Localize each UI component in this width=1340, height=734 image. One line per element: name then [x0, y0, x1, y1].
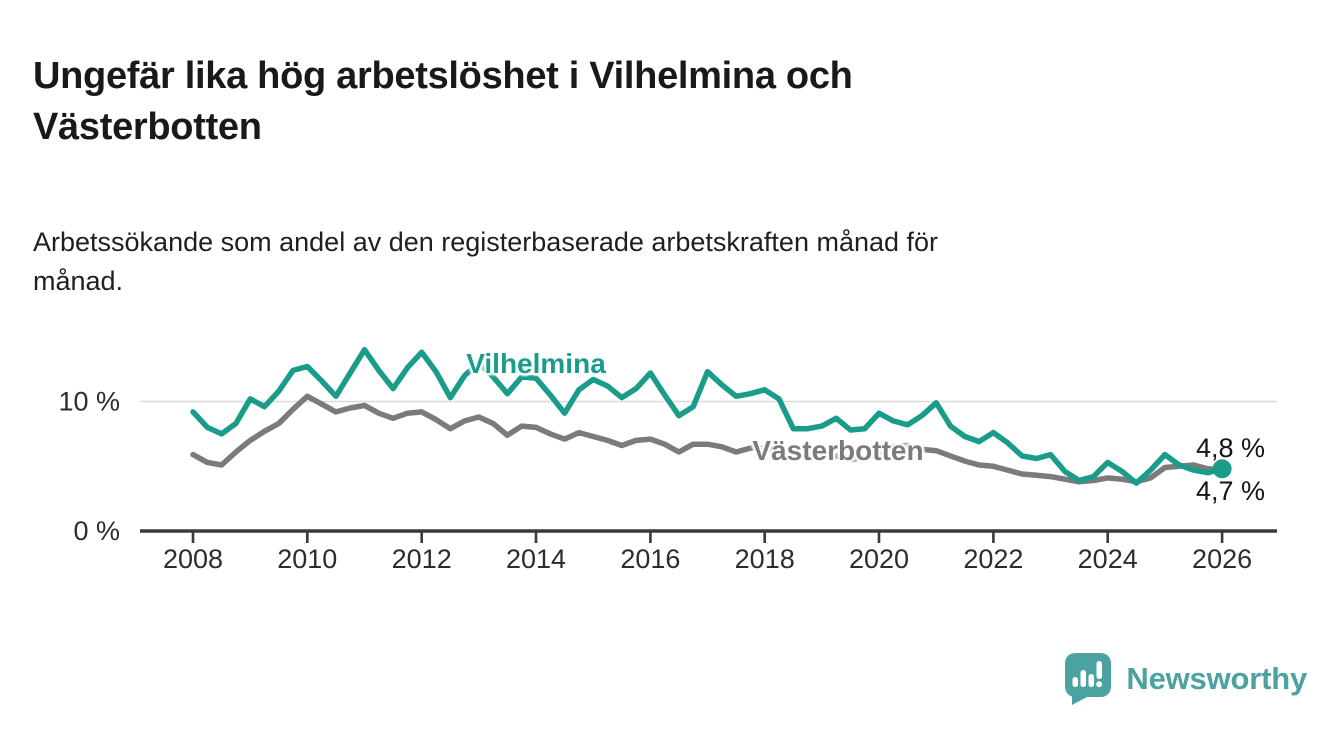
x-axis-tick-label: 2026	[1192, 544, 1252, 574]
y-axis-tick-label: 10 %	[58, 387, 120, 417]
end-value-label-vasterbotten: 4,7 %	[1196, 476, 1266, 506]
newsworthy-logo: Newsworthy	[1063, 652, 1307, 706]
series-label-vasterbotten: Västerbotten	[752, 435, 924, 466]
chart-title: Ungefär lika hög arbetslöshet i Vilhelmi…	[33, 55, 853, 148]
series-label-vilhelmina: Vilhelmina	[466, 348, 606, 379]
chart-subtitle: Arbetssökande som andel av den registerb…	[33, 227, 939, 297]
y-axis-tick-label: 0 %	[73, 516, 120, 546]
x-axis-tick-label: 2014	[506, 544, 566, 574]
series-line-västerbotten	[190, 393, 1225, 485]
series-line-vilhelmina	[190, 346, 1225, 486]
x-axis-tick-label: 2024	[1078, 544, 1138, 574]
x-axis-tick-label: 2016	[620, 544, 680, 574]
newsworthy-logo-icon	[1065, 653, 1112, 705]
end-value-label-vilhelmina: 4,8 %	[1196, 433, 1266, 463]
x-axis-tick-label: 2012	[392, 544, 452, 574]
latest-point-dot	[1212, 459, 1232, 479]
x-axis-tick-label: 2018	[735, 544, 795, 574]
x-axis-tick-label: 2010	[277, 544, 337, 574]
newsworthy-wordmark: Newsworthy	[1126, 661, 1307, 696]
x-axis-tick-label: 2008	[163, 544, 223, 574]
x-axis-tick-label: 2022	[963, 544, 1023, 574]
x-axis-tick-label: 2020	[849, 544, 909, 574]
